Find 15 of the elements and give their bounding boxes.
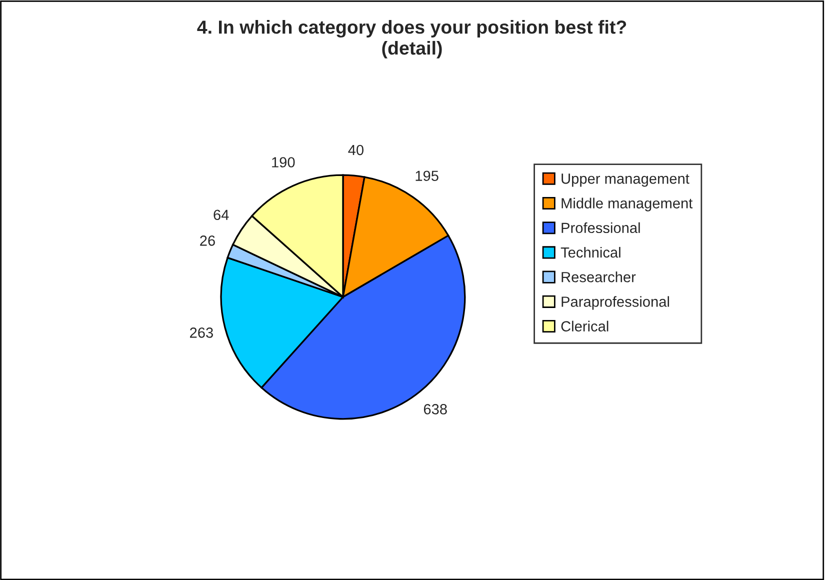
legend-label: Professional xyxy=(562,222,640,234)
data-label: 638 xyxy=(424,404,447,414)
legend-label: Clerical xyxy=(561,320,608,332)
legend-label: Middle management xyxy=(562,198,693,212)
data-label: 190 xyxy=(272,157,295,168)
legend-label: Technical xyxy=(560,246,620,258)
data-label: 40 xyxy=(348,144,364,156)
legend-label: Upper management xyxy=(562,174,690,187)
data-label: 263 xyxy=(190,328,213,338)
data-label: 64 xyxy=(214,210,229,220)
data-label: 195 xyxy=(416,170,438,182)
legend-label: Paraprofessional xyxy=(562,296,670,310)
legend-label: Researcher xyxy=(562,272,636,282)
chart-title: 4. In which category does your position best fit? (detail) xyxy=(197,20,626,58)
data-label: 26 xyxy=(200,236,215,246)
